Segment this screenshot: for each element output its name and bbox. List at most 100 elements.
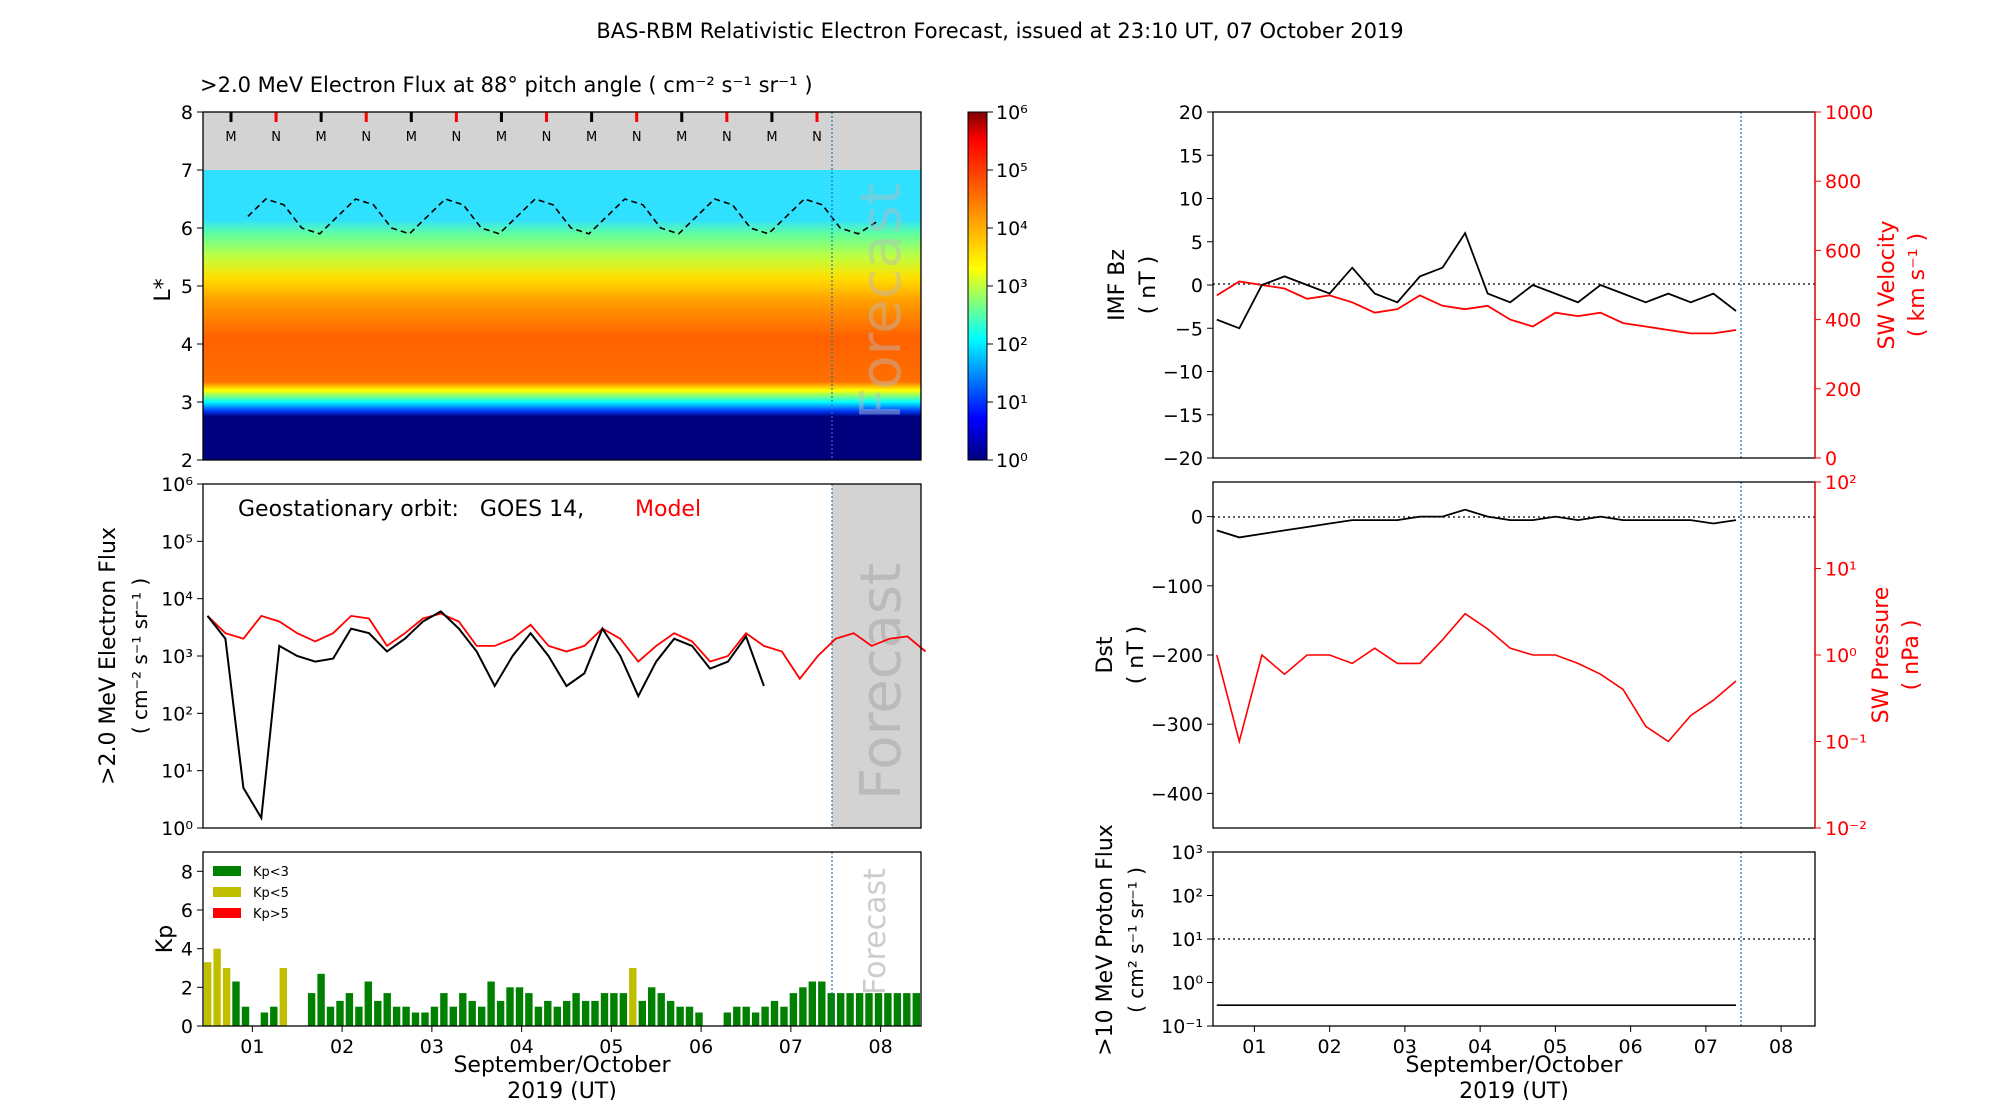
kp-bar (865, 993, 873, 1026)
lstar-axis: 2 3 4 5 6 7 8 (181, 102, 203, 472)
lstar-tick-label: 6 (181, 218, 193, 240)
orbit-marker-label: M (225, 130, 236, 145)
kp-bar (874, 993, 883, 1026)
dst-tick-label: −300 (1151, 714, 1203, 736)
kp-bar (903, 993, 911, 1026)
dst-tick-label: −100 (1151, 576, 1203, 598)
imf-y-axis: −20 −15 −10 −5 0 5 10 15 20 (1163, 102, 1213, 470)
proton-x-tick-label: 04 (1468, 1036, 1492, 1058)
imf-tick-label: −15 (1163, 405, 1203, 427)
kp-bar (638, 1000, 646, 1026)
orbit-marker-label: M (316, 130, 327, 145)
proton-x-tick-label: 03 (1393, 1036, 1417, 1058)
geostationary-boundary-line (247, 198, 877, 235)
kp-bar (326, 1006, 335, 1026)
orbit-marker-label: N (812, 130, 822, 145)
geo-annotation: Geostationary orbit: GOES 14, (238, 497, 584, 522)
kp-bar (666, 1000, 675, 1026)
kp-bar (818, 981, 826, 1026)
kp-bar (600, 993, 609, 1026)
kp-bar (648, 987, 656, 1026)
kp-bar (742, 1006, 750, 1026)
geo-flux-tick-label: 10¹ (161, 761, 193, 783)
kp-bar (487, 981, 495, 1026)
kp-bar (855, 993, 864, 1026)
sw-velocity-tick-label: 0 (1825, 448, 1837, 470)
proton-y-unit: ( cm² s⁻¹ sr⁻¹ ) (1124, 867, 1148, 1013)
dst-frame (1212, 481, 1816, 829)
colorbar-tick-label: 10⁴ (996, 218, 1028, 240)
kp-bar (657, 993, 665, 1026)
kp-bar (525, 993, 533, 1026)
proton-x-tick-label: 07 (1694, 1036, 1718, 1058)
proton-x-label-year: 2019 (UT) (1459, 1079, 1569, 1100)
orbit-marker-label: N (452, 130, 462, 145)
kp-bar (761, 1006, 769, 1026)
lstar-tick-label: 8 (181, 102, 193, 124)
kp-bar (837, 993, 845, 1026)
kp-bar (232, 981, 240, 1026)
geo-flux-tick-label: 10⁶ (161, 474, 193, 496)
kp-bar (478, 1006, 486, 1026)
kp-bar (733, 1006, 741, 1026)
sw-pressure-tick-label: 10¹ (1825, 559, 1857, 581)
colorbar-tick-label: 10³ (996, 276, 1028, 298)
proton-tick-label: 10¹ (1171, 929, 1203, 951)
orbit-marker-label: M (676, 130, 687, 145)
proton-x-tick-label: 05 (1543, 1036, 1567, 1058)
lstar-axis-label: L* (151, 278, 176, 301)
orbit-marker-label: N (361, 130, 371, 145)
proton-x-tick-label: 08 (1769, 1036, 1793, 1058)
kp-bars (204, 948, 920, 1026)
proton-y-label: >10 MeV Proton Flux (1093, 824, 1118, 1056)
colorbar-tick-label: 10⁰ (996, 450, 1028, 472)
geo-flux-tick-label: 10⁴ (161, 589, 193, 611)
sw-velocity-tick-label: 800 (1825, 171, 1861, 193)
kp-bar (402, 1006, 410, 1026)
geo-flux-y-label: >2.0 MeV Electron Flux (96, 527, 121, 785)
kp-bar (780, 1006, 788, 1026)
kp-bar (241, 1006, 250, 1026)
kp-x-label: September/October (453, 1053, 671, 1078)
kp-bar (893, 993, 902, 1026)
kp-bar (581, 1000, 590, 1026)
orbit-marker-label: M (496, 130, 507, 145)
colorbar (967, 111, 988, 461)
kp-bar (383, 993, 391, 1026)
kp-legend-mid: Kp<5 (253, 886, 289, 901)
kp-x-tick-label: 08 (869, 1036, 893, 1058)
kp-tick-label: 6 (181, 900, 193, 922)
sw-velocity-line (1216, 280, 1737, 335)
kp-x-tick-label: 04 (510, 1036, 534, 1058)
proton-x-tick-label: 01 (1242, 1036, 1266, 1058)
proton-tick-label: 10⁰ (1171, 973, 1203, 995)
imf-frame (1212, 111, 1816, 459)
kp-bar (544, 1000, 552, 1026)
kp-bar (449, 1006, 457, 1026)
sw-velocity-label: SW Velocity (1875, 220, 1900, 349)
kp-legend-low: Kp<3 (253, 865, 289, 880)
sw-pressure-tick-label: 10² (1825, 472, 1857, 494)
geo-flux-frame (202, 483, 922, 829)
geo-flux-y-unit: ( cm⁻² s⁻¹ sr⁻¹ ) (128, 578, 152, 734)
sw-pressure-unit: ( nPa ) (1899, 620, 1924, 691)
proton-x-tick-label: 02 (1318, 1036, 1342, 1058)
imf-tick-label: 0 (1191, 275, 1203, 297)
kp-y-label: Kp (153, 925, 178, 953)
dst-y-axis: −400 −300 −200 −100 0 (1151, 507, 1213, 805)
flux-map-fill (203, 170, 921, 460)
kp-forecast-label: Forecast (858, 868, 893, 995)
geo-flux-tick-label: 10² (161, 703, 193, 725)
colorbar-tick-label: 10² (996, 334, 1028, 356)
kp-bar (695, 1012, 703, 1026)
dst-line (1216, 508, 1737, 539)
colorbar-tick-label: 10¹ (996, 392, 1028, 414)
colorbar-tick-label: 10⁶ (996, 102, 1028, 124)
kp-bar (468, 1000, 476, 1026)
kp-bar (506, 987, 514, 1026)
kp-bar (336, 1000, 344, 1026)
kp-bar (270, 1006, 278, 1026)
sw-pressure-line (1216, 612, 1737, 745)
